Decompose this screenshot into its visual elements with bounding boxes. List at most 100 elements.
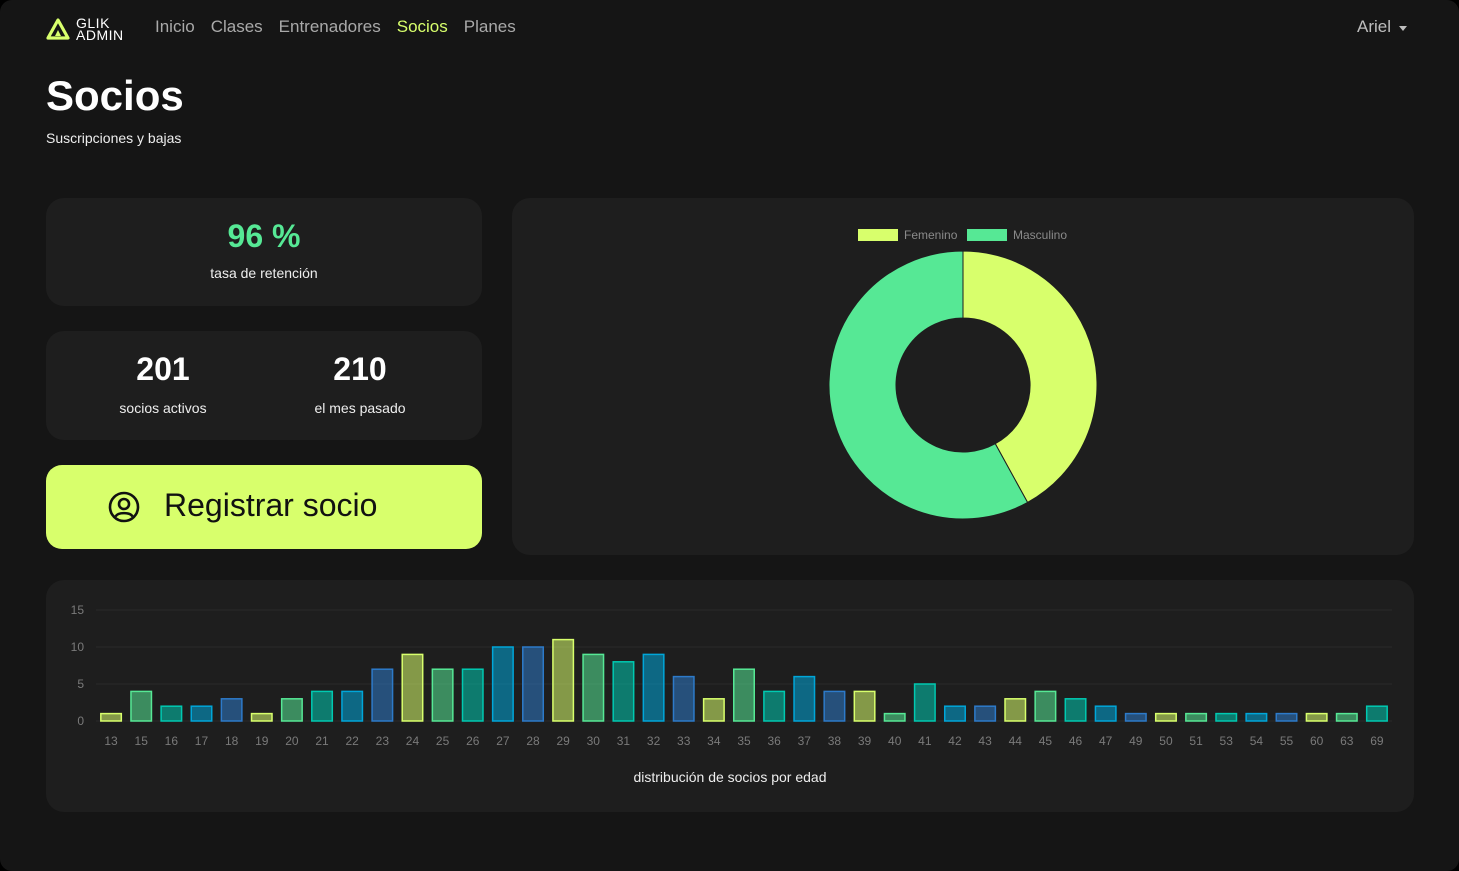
bar-age-17[interactable] — [190, 705, 213, 722]
x-tick-label: 53 — [1220, 734, 1234, 748]
x-tick-label: 46 — [1069, 734, 1083, 748]
bar-age-21[interactable] — [311, 690, 334, 722]
retention-label: tasa de retención — [210, 265, 318, 281]
bar-age-43[interactable] — [974, 705, 997, 722]
legend-swatch — [858, 229, 898, 241]
user-circle-icon — [108, 491, 140, 523]
legend-item-femenino[interactable]: Femenino — [858, 228, 958, 242]
x-tick-label: 41 — [918, 734, 932, 748]
bar-age-69[interactable] — [1365, 705, 1388, 722]
bar-age-18[interactable] — [220, 698, 243, 722]
donut-slice-masculino[interactable] — [828, 250, 1029, 520]
x-tick-label: 17 — [195, 734, 209, 748]
bar-age-32[interactable] — [642, 653, 665, 722]
x-tick-label: 18 — [225, 734, 239, 748]
x-tick-label: 50 — [1159, 734, 1173, 748]
bar-age-24[interactable] — [401, 653, 424, 722]
x-tick-label: 40 — [888, 734, 902, 748]
bar-age-41[interactable] — [913, 683, 936, 722]
user-menu[interactable]: Ariel — [1357, 17, 1407, 37]
bar-age-30[interactable] — [582, 653, 605, 722]
bar-age-55[interactable] — [1275, 712, 1298, 722]
bar-age-54[interactable] — [1245, 712, 1268, 722]
register-member-label: Registrar socio — [164, 487, 378, 523]
bar-age-25[interactable] — [431, 668, 454, 722]
x-tick-label: 28 — [526, 734, 540, 748]
x-tick-label: 49 — [1129, 734, 1143, 748]
bar-age-45[interactable] — [1034, 690, 1057, 722]
register-member-button[interactable]: Registrar socio — [46, 465, 482, 549]
bar-age-23[interactable] — [371, 668, 394, 722]
x-tick-label: 20 — [285, 734, 299, 748]
x-axis-title: distribución de socios por edad — [633, 769, 826, 785]
x-tick-label: 42 — [948, 734, 962, 748]
bar-age-60[interactable] — [1305, 712, 1328, 722]
bar-age-39[interactable] — [853, 690, 876, 722]
bar-age-40[interactable] — [883, 712, 906, 722]
x-tick-label: 15 — [135, 734, 149, 748]
x-tick-label: 43 — [978, 734, 992, 748]
y-tick-label: 15 — [71, 603, 85, 617]
legend-label: Femenino — [904, 228, 958, 242]
x-tick-label: 29 — [556, 734, 570, 748]
members-card: 201 socios activos 210 el mes pasado — [46, 331, 482, 440]
x-tick-label: 35 — [737, 734, 751, 748]
bar-age-51[interactable] — [1185, 712, 1208, 722]
bar-age-16[interactable] — [160, 705, 183, 722]
nav-item-planes[interactable]: Planes — [463, 17, 516, 36]
nav-item-socios[interactable]: Socios — [396, 17, 448, 36]
bar-age-15[interactable] — [130, 690, 153, 722]
bar-age-42[interactable] — [943, 705, 966, 722]
logo-icon — [46, 18, 70, 40]
gender-donut-chart: Femenino Masculino — [828, 228, 1098, 520]
x-tick-label: 37 — [798, 734, 812, 748]
bar-age-63[interactable] — [1335, 712, 1358, 722]
bar-age-50[interactable] — [1154, 712, 1177, 722]
brand-logo[interactable]: GLIK ADMIN — [46, 16, 124, 42]
x-tick-label: 13 — [104, 734, 118, 748]
active-members-value: 201 — [136, 351, 190, 387]
bar-age-19[interactable] — [250, 712, 273, 722]
bar-age-46[interactable] — [1064, 698, 1087, 722]
x-tick-label: 34 — [707, 734, 721, 748]
x-tick-label: 55 — [1280, 734, 1294, 748]
y-tick-label: 0 — [77, 714, 84, 728]
x-tick-label: 32 — [647, 734, 661, 748]
bar-age-47[interactable] — [1094, 705, 1117, 722]
bar-age-38[interactable] — [823, 690, 846, 722]
bar-age-33[interactable] — [672, 675, 695, 722]
x-tick-label: 16 — [165, 734, 179, 748]
bar-age-34[interactable] — [702, 698, 725, 722]
x-tick-label: 36 — [767, 734, 781, 748]
bar-age-49[interactable] — [1124, 712, 1147, 722]
x-tick-label: 23 — [376, 734, 390, 748]
x-tick-label: 25 — [436, 734, 450, 748]
nav-item-clases[interactable]: Clases — [210, 17, 263, 36]
x-tick-label: 45 — [1039, 734, 1053, 748]
retention-value: 96 % — [227, 218, 301, 254]
age-bar-chart: 0 5 10 15 13 15 16 17 18 19 20 21 22 23 24 25 26 27 28 29 30… — [71, 603, 1392, 785]
bar-age-26[interactable] — [461, 668, 484, 722]
bar-age-22[interactable] — [341, 690, 364, 722]
legend-label: Masculino — [1013, 228, 1067, 242]
x-tick-label: 33 — [677, 734, 691, 748]
legend-item-masculino[interactable]: Masculino — [967, 228, 1067, 242]
bar-age-13[interactable] — [100, 712, 123, 722]
bar-age-53[interactable] — [1215, 712, 1238, 722]
bar-age-44[interactable] — [1004, 698, 1027, 722]
nav-item-inicio[interactable]: Inicio — [155, 17, 195, 36]
bar-age-37[interactable] — [793, 675, 816, 722]
bar-age-27[interactable] — [491, 646, 514, 722]
page-subtitle: Suscripciones y bajas — [46, 130, 182, 146]
donut-slice-femenino[interactable] — [962, 250, 1098, 504]
bar-age-36[interactable] — [763, 690, 786, 722]
x-tick-label: 47 — [1099, 734, 1113, 748]
x-tick-label: 19 — [255, 734, 269, 748]
nav-item-entrenadores[interactable]: Entrenadores — [278, 17, 381, 36]
bar-age-35[interactable] — [733, 668, 755, 722]
bar-age-20[interactable] — [280, 698, 303, 722]
bar-age-31[interactable] — [612, 661, 635, 722]
bar-age-28[interactable] — [522, 646, 545, 722]
bar-age-29[interactable] — [552, 638, 575, 722]
